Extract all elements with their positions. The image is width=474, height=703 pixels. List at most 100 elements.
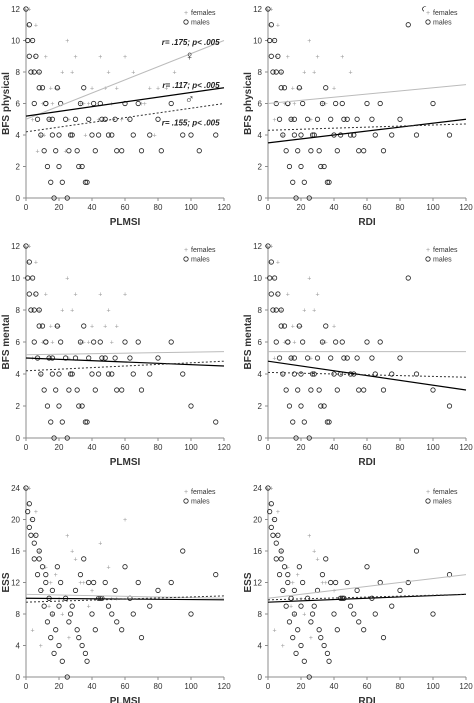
annotation-symbol: ♀ [185,48,195,63]
male-point [413,132,420,138]
male-point [298,603,304,609]
x-axis-label: PLMSI [110,457,141,468]
female-point: + [143,101,147,108]
female-point: + [110,340,114,347]
male-point [351,132,357,138]
y-tick-label: 2 [16,402,21,411]
male-point [300,339,306,345]
male-point [276,116,283,122]
male-point [304,355,311,361]
female-point: + [27,7,31,14]
male-point [86,579,92,586]
male-point [44,619,51,625]
male-point [306,674,312,680]
y-tick-label: 4 [258,131,263,140]
male-point [354,116,360,122]
male-point [69,371,75,377]
male-point [62,116,69,122]
x-axis-label: RDI [358,457,375,468]
female-point: + [320,580,324,587]
male-point [321,403,327,409]
male-point [361,627,367,633]
x-tick-label: 20 [297,203,306,212]
male-point [31,307,37,313]
male-point [354,355,360,361]
male-point [64,435,70,441]
male-point [39,323,46,329]
regression-line-males [267,593,467,601]
male-point [319,339,326,345]
x-tick-label: 40 [88,203,97,212]
male-point [283,387,289,393]
male-point [300,579,306,586]
regression-line-males [25,595,225,603]
female-point: + [309,635,313,642]
legend-box [182,7,224,29]
male-point [23,485,29,491]
male-point [39,564,46,570]
male-point [268,22,274,28]
male-point [76,635,82,641]
male-point [72,116,79,122]
y-tick-label: 10 [11,37,20,46]
female-point: + [164,85,168,92]
x-tick-label: 0 [24,203,29,212]
male-point [36,307,42,313]
male-point [377,100,383,107]
male-point [323,85,329,91]
legend-box [424,244,466,266]
male-point [84,658,90,664]
female-point: + [103,324,107,331]
male-point [291,371,297,377]
legend-female-marker: + [426,489,430,496]
male-point [26,524,32,530]
y-tick-label: 16 [11,547,20,556]
female-point: + [87,101,91,108]
female-point: + [60,308,64,315]
male-point [49,355,56,361]
female-point: + [47,117,51,124]
legend-male-marker [183,498,189,504]
female-point: + [282,101,286,108]
male-point [298,403,304,409]
male-point [43,100,49,107]
x-tick-label: 60 [363,443,372,452]
y-tick-label: 8 [16,306,21,315]
female-point: + [279,549,283,556]
regression-line-all [25,87,225,117]
x-tick-label: 0 [24,443,29,452]
female-point: + [123,517,127,524]
y-axis-label: BFS mental [1,314,12,369]
female-point: + [286,564,290,571]
female-point: + [123,54,127,61]
male-point [323,323,329,329]
female-point: + [70,549,74,556]
male-point [84,419,90,425]
legend-female-label: females [433,247,458,254]
female-point: + [87,340,91,347]
female-point: + [27,244,31,251]
male-point [430,100,436,107]
female-point: + [309,117,313,124]
male-point [114,148,120,154]
female-point: + [64,148,68,155]
male-point [286,403,293,409]
male-point [91,100,97,107]
male-point [48,419,54,425]
female-point: + [54,572,58,579]
female-point: + [87,604,91,611]
x-axis-label: RDI [358,217,375,228]
regression-line-males [25,360,225,372]
legend-female-label: females [191,247,216,254]
male-point [26,501,32,507]
male-point [196,148,202,154]
male-point [49,611,56,617]
female-point: + [83,133,87,140]
male-point [168,339,174,345]
female-point: + [279,308,283,315]
female-point: + [276,509,280,516]
male-point [138,148,145,154]
male-point [364,100,370,107]
female-point: + [292,612,296,619]
